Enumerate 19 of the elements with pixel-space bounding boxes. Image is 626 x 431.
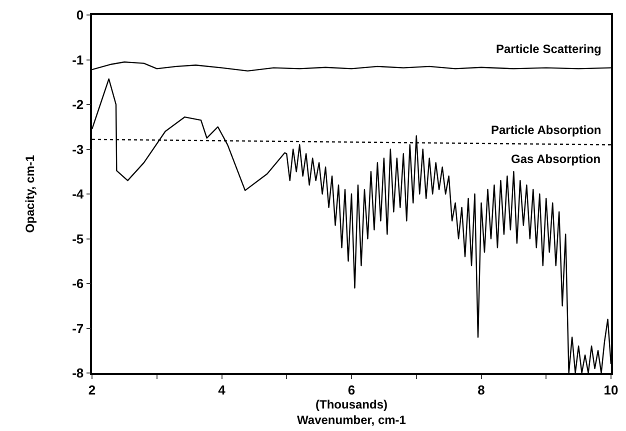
x-axis-title: (Thousands) Wavenumber, cm-1 bbox=[297, 397, 406, 427]
x-tick-label: 8 bbox=[478, 382, 485, 398]
y-tick-label: -3 bbox=[72, 142, 84, 157]
x-tick-label: 4 bbox=[218, 382, 226, 398]
y-tick-label: -5 bbox=[72, 231, 84, 246]
annotation: Particle Scattering bbox=[496, 42, 602, 56]
y-tick-label: -6 bbox=[72, 276, 84, 292]
y-tick-label: -8 bbox=[72, 366, 84, 381]
y-tick-label: -1 bbox=[72, 52, 84, 68]
y-axis-title: Opacity, cm-1 bbox=[22, 154, 37, 233]
annotation: Particle Absorption bbox=[491, 123, 602, 137]
x-tick-label: 6 bbox=[348, 382, 356, 398]
y-tick-label: -4 bbox=[72, 186, 84, 202]
annotation: Gas Absorption bbox=[511, 152, 601, 166]
y-tick-label: -7 bbox=[72, 320, 84, 336]
x-tick-label: 10 bbox=[604, 382, 618, 398]
x-tick-label: 2 bbox=[88, 382, 96, 398]
y-tick-label: -2 bbox=[72, 97, 84, 112]
y-tick-label: 0 bbox=[76, 8, 84, 23]
